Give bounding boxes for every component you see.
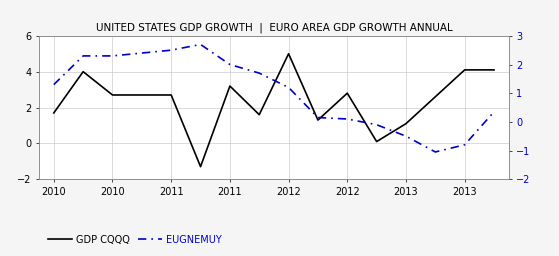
GDP CQQQ bbox=[491, 68, 498, 71]
GDP CQQQ bbox=[461, 68, 468, 71]
EUGNEMUY bbox=[226, 63, 233, 66]
EUGNEMUY bbox=[50, 83, 57, 86]
EUGNEMUY bbox=[80, 54, 87, 57]
GDP CQQQ bbox=[50, 111, 57, 114]
GDP CQQQ bbox=[285, 52, 292, 55]
EUGNEMUY bbox=[373, 123, 380, 126]
GDP CQQQ bbox=[197, 165, 204, 168]
EUGNEMUY bbox=[139, 51, 145, 55]
Line: EUGNEMUY: EUGNEMUY bbox=[54, 45, 494, 152]
EUGNEMUY bbox=[256, 72, 263, 75]
GDP CQQQ bbox=[344, 92, 350, 95]
EUGNEMUY bbox=[461, 143, 468, 146]
GDP CQQQ bbox=[402, 122, 409, 125]
GDP CQQQ bbox=[432, 95, 439, 98]
GDP CQQQ bbox=[168, 93, 174, 97]
EUGNEMUY bbox=[402, 135, 409, 138]
Title: UNITED STATES GDP GROWTH  |  EURO AREA GDP GROWTH ANNUAL: UNITED STATES GDP GROWTH | EURO AREA GDP… bbox=[96, 22, 452, 33]
EUGNEMUY bbox=[432, 151, 439, 154]
GDP CQQQ bbox=[315, 119, 321, 122]
EUGNEMUY bbox=[315, 116, 321, 119]
GDP CQQQ bbox=[373, 140, 380, 143]
Line: GDP CQQQ: GDP CQQQ bbox=[54, 54, 494, 167]
GDP CQQQ bbox=[139, 93, 145, 97]
GDP CQQQ bbox=[80, 70, 87, 73]
EUGNEMUY bbox=[491, 110, 498, 113]
Legend: GDP CQQQ, EUGNEMUY: GDP CQQQ, EUGNEMUY bbox=[44, 231, 226, 249]
GDP CQQQ bbox=[256, 113, 263, 116]
GDP CQQQ bbox=[226, 84, 233, 88]
EUGNEMUY bbox=[344, 118, 350, 121]
EUGNEMUY bbox=[285, 86, 292, 89]
EUGNEMUY bbox=[168, 49, 174, 52]
EUGNEMUY bbox=[197, 43, 204, 46]
GDP CQQQ bbox=[109, 93, 116, 97]
EUGNEMUY bbox=[109, 54, 116, 57]
